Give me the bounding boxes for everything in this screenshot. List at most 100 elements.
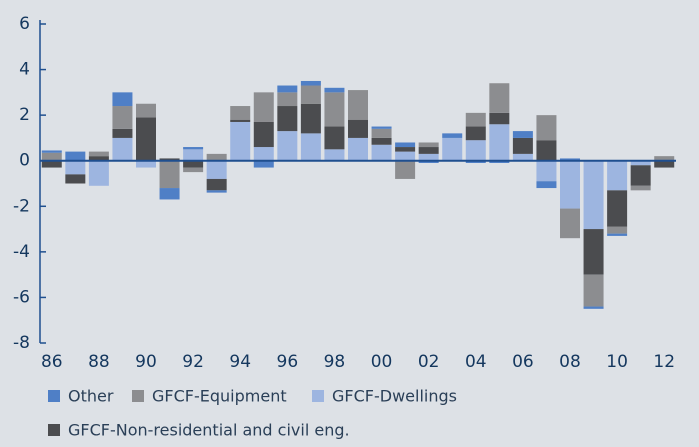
bar-segment xyxy=(560,160,580,209)
bar-segment xyxy=(371,126,392,129)
bar-segment xyxy=(489,112,510,125)
bar-segment xyxy=(277,92,298,107)
bar-segment xyxy=(442,137,463,161)
legend-label: GFCF-Non-residential and civil eng. xyxy=(68,421,350,440)
x-tick-label: 88 xyxy=(88,352,110,372)
bar-segment xyxy=(277,131,298,161)
bar-segment xyxy=(183,167,204,173)
legend-swatch xyxy=(48,424,60,436)
bar-segment xyxy=(230,106,251,120)
bar-segment xyxy=(112,137,133,161)
bar-segment xyxy=(112,106,133,129)
bar-segment xyxy=(536,140,557,161)
bar-segment xyxy=(136,103,156,118)
bar-segment xyxy=(324,92,345,127)
bar-segment xyxy=(512,131,533,138)
bar-segment xyxy=(65,160,86,175)
bar-segment xyxy=(348,90,368,120)
bar-segment xyxy=(206,160,227,179)
bar-segment xyxy=(183,147,204,150)
bar-segment xyxy=(465,140,486,161)
y-tick-label: 0 xyxy=(19,151,30,171)
y-tick-label: -6 xyxy=(13,287,30,307)
bar-segment xyxy=(65,174,86,184)
bar-segment xyxy=(159,188,180,200)
bar-segment xyxy=(418,142,439,148)
bar-segment xyxy=(136,160,156,168)
x-tick-label: 94 xyxy=(229,352,251,372)
bar-segment xyxy=(324,126,345,150)
bar-segment xyxy=(560,208,580,239)
bar-segment xyxy=(442,133,463,138)
x-tick-label: 86 xyxy=(41,352,63,372)
x-tick-label: 00 xyxy=(371,352,393,372)
bar-segment xyxy=(253,92,274,122)
bar-segment xyxy=(159,158,180,161)
bar-segment xyxy=(183,160,204,168)
y-tick-label: 4 xyxy=(19,60,30,80)
x-tick-label: 98 xyxy=(324,352,346,372)
bar-segment xyxy=(41,150,62,153)
bar-segment xyxy=(607,233,628,236)
y-tick-label: 6 xyxy=(19,14,30,34)
bar-segment xyxy=(536,115,557,141)
bar-segment xyxy=(654,156,675,161)
bar-segment xyxy=(395,151,416,161)
bar-segment xyxy=(465,160,486,163)
bar-segment xyxy=(88,151,109,157)
bar-segment xyxy=(536,181,557,189)
bar-segment xyxy=(300,133,321,161)
bar-segment xyxy=(395,142,416,148)
bar-segment xyxy=(88,160,109,186)
bar-segment xyxy=(112,92,133,107)
bar-segment xyxy=(183,149,204,161)
bar-segment xyxy=(607,160,628,191)
bar-segment xyxy=(418,147,439,154)
legend-swatch xyxy=(312,390,324,402)
x-tick-label: 90 xyxy=(135,352,157,372)
x-tick-label: 08 xyxy=(559,352,581,372)
legend-swatch xyxy=(48,390,60,402)
x-tick-label: 12 xyxy=(653,352,675,372)
bar-segment xyxy=(300,103,321,134)
bar-segment xyxy=(253,160,274,168)
bar-segment xyxy=(348,137,368,161)
bar-segment xyxy=(253,147,274,161)
bar-segment xyxy=(607,190,628,227)
x-tick-label: 02 xyxy=(418,352,440,372)
bar-segment xyxy=(324,87,345,93)
bar-segment xyxy=(41,160,62,168)
x-tick-label: 96 xyxy=(277,352,299,372)
x-tick-label: 06 xyxy=(512,352,534,372)
bar-segment xyxy=(418,153,439,161)
bar-segment xyxy=(253,121,274,148)
bar-segment xyxy=(607,226,628,234)
bar-segment xyxy=(159,160,180,189)
bar-segment xyxy=(230,119,251,122)
bar-segment xyxy=(395,147,416,152)
bar-segment xyxy=(583,160,604,230)
bar-segment xyxy=(654,160,675,168)
bar-segment xyxy=(465,126,486,141)
bar-segment xyxy=(465,112,486,127)
bar-segment xyxy=(371,128,392,138)
bar-segment xyxy=(489,124,510,161)
bar-segment xyxy=(112,128,133,138)
bar-segment xyxy=(348,119,368,138)
legend-label: Other xyxy=(68,387,114,406)
legend-swatch xyxy=(132,390,144,402)
bar-segment xyxy=(65,151,86,161)
bar-segment xyxy=(395,160,416,179)
bar-segment xyxy=(512,137,533,154)
bar-segment xyxy=(560,158,580,161)
legend-label: GFCF-Equipment xyxy=(152,387,287,406)
bar-segment xyxy=(230,121,251,161)
bar-segment xyxy=(277,85,298,93)
bar-segment xyxy=(371,137,392,145)
bar-segment xyxy=(489,83,510,113)
bar-segment xyxy=(512,153,533,161)
y-tick-label: 2 xyxy=(19,105,30,125)
bar-segment xyxy=(300,80,321,86)
bar-segment xyxy=(277,106,298,132)
